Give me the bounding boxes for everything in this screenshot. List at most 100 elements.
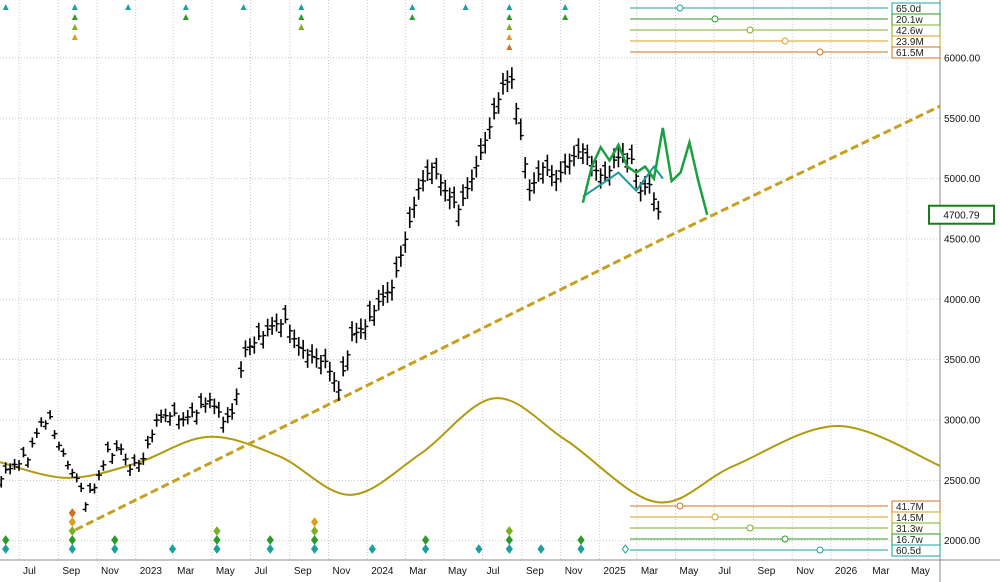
price-bar (131, 454, 138, 467)
cycle-top-marker (409, 4, 416, 10)
price-bar (69, 468, 76, 478)
price-bar (522, 157, 529, 179)
cycle-bottom-marker (421, 544, 430, 554)
y-tick-label: 4500.00 (944, 234, 981, 245)
price-bar (388, 279, 395, 301)
current-price-box (928, 204, 995, 225)
price-bar (109, 453, 116, 464)
cycle-bottom-marker (68, 508, 76, 518)
price-bar (464, 177, 471, 199)
cycle-bottom-marker (368, 544, 376, 554)
price-bar (420, 169, 427, 192)
x-tick-label: Jul (718, 566, 731, 577)
price-bar (64, 460, 71, 470)
price-bar (251, 336, 258, 354)
price-bar (140, 452, 147, 465)
price-bar (331, 371, 338, 392)
bottom-cycle-legend-box (891, 544, 941, 557)
price-bar (615, 147, 622, 168)
cycle-bottom-marker (213, 535, 221, 545)
cycle-bottom-marker (213, 526, 221, 536)
price-bar (149, 429, 156, 443)
bottom-cycle-legend-label: 14.5M (896, 513, 924, 524)
price-bar (246, 338, 253, 356)
price-bar (153, 413, 160, 427)
price-bar (317, 354, 324, 375)
y-tick-label: 4000.00 (944, 295, 981, 306)
cycle-bottom-marker (621, 544, 630, 554)
price-bar (393, 256, 400, 278)
price-bar (477, 138, 484, 160)
price-bar (486, 117, 493, 140)
trendline (74, 104, 941, 532)
forecast-layer (581, 127, 709, 216)
price-bar (20, 446, 27, 458)
price-bar (584, 144, 591, 166)
price-bar (566, 153, 573, 175)
price-bar (202, 397, 209, 413)
price-bar (304, 348, 311, 368)
price-bar (273, 313, 280, 332)
price-bar (255, 322, 262, 341)
cycle-top-marker (506, 44, 513, 50)
price-bar (322, 348, 329, 369)
cycle-top-marker (71, 14, 78, 20)
price-bar (100, 460, 107, 471)
current-price-label: 4700.79 (943, 211, 980, 222)
price-bar (579, 143, 586, 164)
price-bar (562, 153, 569, 175)
price-bar (349, 321, 356, 342)
price-bar (300, 339, 307, 359)
price-bar (375, 289, 382, 311)
price-bar (171, 402, 178, 417)
x-tick-label: May (216, 566, 235, 577)
y-tick-label: 2500.00 (944, 476, 981, 487)
y-tick-label: 3000.00 (944, 416, 981, 427)
cycle-bottom-marker (505, 535, 513, 545)
y-tick-label: 5000.00 (944, 174, 981, 185)
bottom-cycle-legend-label: 41.7M (896, 502, 924, 513)
price-bar (548, 165, 555, 187)
bottom-cycle-legend-dot (781, 535, 789, 543)
price-bar (491, 97, 498, 120)
price-bar (340, 356, 347, 377)
price-bar (55, 441, 62, 451)
x-tick-label: Mar (872, 566, 890, 577)
price-bar (571, 145, 578, 167)
price-bar (366, 300, 373, 322)
price-bar (51, 430, 58, 440)
price-bar (309, 344, 316, 364)
price-bar (127, 464, 134, 477)
cycle-top-marker (298, 14, 305, 20)
price-bar (650, 192, 657, 212)
cycle-bottom-marker (111, 535, 119, 545)
x-tick-label: 2026 (835, 566, 858, 577)
price-bar (211, 398, 218, 415)
price-bar (215, 401, 222, 418)
price-bar (504, 70, 511, 92)
cycle-bottom-marker (2, 544, 10, 554)
cycle-top-marker (71, 24, 78, 30)
price-bar (269, 316, 276, 335)
price-bar (344, 350, 351, 371)
price-bar (357, 318, 364, 339)
price-bar (11, 458, 18, 470)
price-bar (326, 361, 333, 382)
price-bar (220, 416, 227, 433)
y-tick-label: 5500.00 (944, 114, 981, 125)
cycle-top-marker (506, 4, 513, 10)
price-bar (78, 482, 85, 493)
price-bar (166, 412, 173, 426)
price-bar (606, 165, 613, 186)
cycle-bottom-marker (68, 544, 76, 554)
price-bar (362, 319, 369, 340)
cycle-top-marker (125, 4, 132, 10)
top-cycle-legend-label: 42.6w (896, 26, 923, 37)
price-bar (428, 162, 435, 185)
cycle-bottom-marker (266, 535, 274, 545)
price-bar (233, 388, 240, 406)
price-bar (535, 160, 542, 182)
price-bar (335, 381, 342, 401)
x-tick-label: 2025 (603, 566, 626, 577)
